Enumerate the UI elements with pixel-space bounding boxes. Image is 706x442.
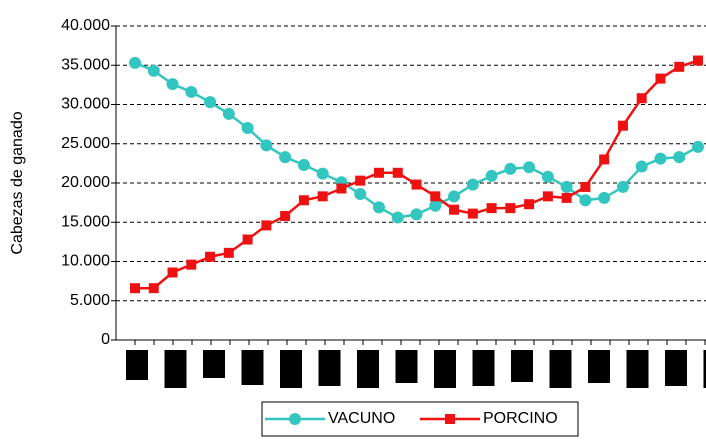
marker — [130, 283, 140, 293]
y-tick-label: 25.000 — [61, 135, 110, 152]
marker — [392, 212, 404, 224]
y-tick-label: 30.000 — [61, 96, 110, 113]
marker — [298, 159, 310, 171]
marker — [167, 78, 179, 90]
marker — [692, 141, 704, 153]
y-axis-label: Cabezas de ganado — [9, 111, 26, 254]
y-tick-label: 20.000 — [61, 174, 110, 191]
marker — [412, 180, 422, 190]
y-tick-label: 15.000 — [61, 213, 110, 230]
marker — [562, 193, 572, 203]
legend-label: VACUNO — [328, 410, 395, 427]
marker — [317, 168, 329, 180]
category-label-redacted — [242, 350, 264, 385]
marker — [674, 62, 684, 72]
marker — [505, 203, 515, 213]
marker — [223, 108, 235, 120]
marker — [693, 56, 703, 66]
marker — [617, 181, 629, 193]
legend-marker — [289, 413, 301, 425]
category-label-redacted — [357, 350, 379, 388]
marker — [280, 211, 290, 221]
marker — [467, 179, 479, 191]
series-line — [135, 61, 698, 289]
legend-marker — [445, 414, 455, 424]
category-label-redacted — [550, 350, 572, 388]
marker — [429, 200, 441, 212]
marker — [579, 194, 591, 206]
y-tick-label: 35.000 — [61, 56, 110, 73]
y-tick-label: 0 — [101, 331, 110, 348]
marker — [336, 183, 346, 193]
marker — [543, 191, 553, 201]
marker — [655, 74, 665, 84]
marker — [636, 161, 648, 173]
y-tick-label: 10.000 — [61, 253, 110, 270]
marker — [242, 122, 254, 134]
marker — [637, 93, 647, 103]
marker — [504, 163, 516, 175]
marker — [411, 208, 423, 220]
marker — [224, 248, 234, 258]
category-label-redacted — [126, 350, 148, 380]
marker — [524, 199, 534, 209]
marker — [185, 86, 197, 98]
marker — [129, 57, 141, 69]
category-label-redacted — [319, 350, 341, 386]
category-label-redacted — [165, 350, 187, 388]
marker — [487, 203, 497, 213]
marker — [598, 192, 610, 204]
marker — [448, 190, 460, 202]
marker — [168, 267, 178, 277]
marker — [561, 181, 573, 193]
marker — [599, 154, 609, 164]
marker — [186, 260, 196, 270]
marker — [261, 220, 271, 230]
marker — [618, 121, 628, 131]
marker — [299, 195, 309, 205]
marker — [449, 205, 459, 215]
marker — [374, 168, 384, 178]
marker — [260, 139, 272, 151]
category-label-redacted — [511, 350, 533, 382]
category-label-redacted — [434, 350, 456, 388]
marker — [205, 252, 215, 262]
marker — [523, 161, 535, 173]
marker — [355, 176, 365, 186]
marker — [486, 170, 498, 182]
y-tick-label: 5.000 — [70, 292, 110, 309]
marker — [393, 168, 403, 178]
marker — [580, 182, 590, 192]
marker — [279, 151, 291, 163]
marker — [354, 188, 366, 200]
marker — [468, 209, 478, 219]
marker — [430, 191, 440, 201]
marker — [318, 191, 328, 201]
category-label-redacted — [473, 350, 495, 386]
category-label-redacted — [627, 350, 649, 388]
category-label-redacted — [588, 350, 610, 383]
category-label-redacted — [280, 350, 302, 388]
marker — [148, 65, 160, 77]
legend-label: PORCINO — [483, 410, 558, 427]
marker — [243, 235, 253, 245]
marker — [204, 96, 216, 108]
category-label-redacted — [665, 350, 687, 386]
marker — [149, 283, 159, 293]
marker — [542, 171, 554, 183]
y-tick-label: 40.000 — [61, 17, 110, 34]
marker — [654, 153, 666, 165]
marker — [673, 151, 685, 163]
marker — [373, 201, 385, 213]
category-label-redacted — [396, 350, 418, 383]
category-label-redacted — [203, 350, 225, 378]
